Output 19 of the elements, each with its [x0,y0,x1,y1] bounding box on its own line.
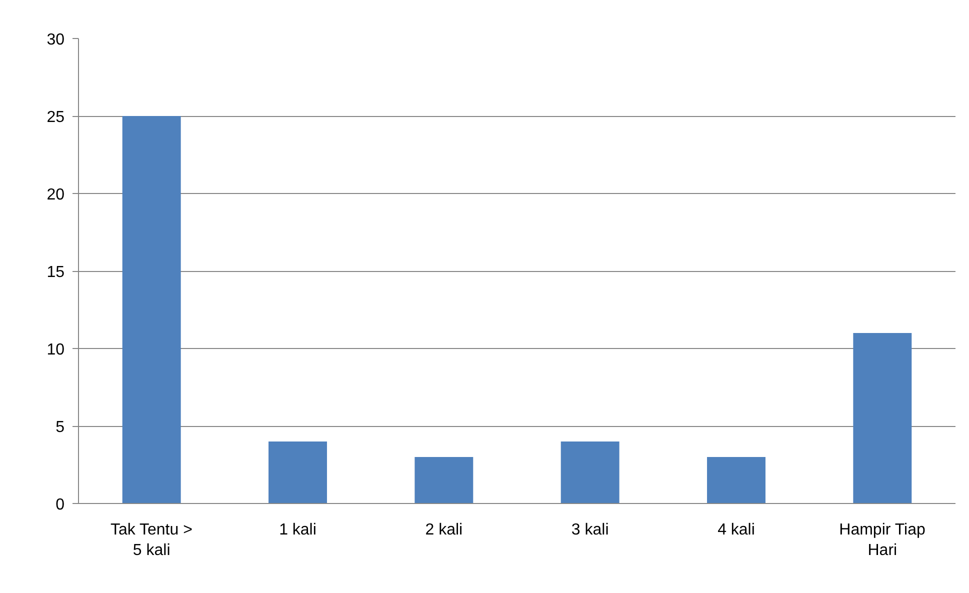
y-tick-label: 30 [46,32,65,48]
x-tick-label: Hampir Tiap Hari [839,522,926,559]
y-tick-label: 10 [46,342,65,358]
x-tick-label: 4 kali [718,522,755,538]
x-tick-label: 1 kali [279,522,316,538]
bar [122,116,181,504]
bar [560,442,620,504]
bar [268,442,327,504]
y-tick-label: 25 [46,109,65,126]
x-tick-label: 2 kali [425,522,463,538]
bar [414,457,474,504]
y-tick-label: 20 [46,186,65,204]
bar [707,457,766,504]
y-tick-label: 5 [56,419,65,436]
y-tick-label: 0 [56,496,65,514]
x-tick-label: 3 kali [571,522,609,538]
bar [853,333,912,504]
y-tick-label: 15 [46,264,65,281]
x-tick-label: Tak Tentu > 5 kali [110,522,192,559]
